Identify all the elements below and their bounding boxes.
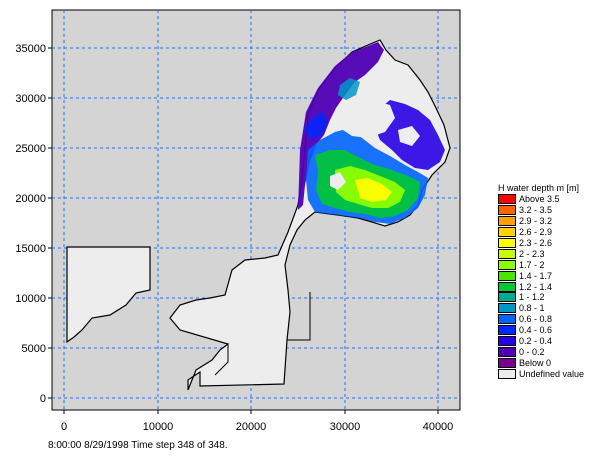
legend-item: 0.4 - 0.6 bbox=[498, 325, 598, 336]
y-tick-label: 10000 bbox=[15, 293, 46, 305]
legend-label: 0.8 - 1 bbox=[519, 303, 545, 314]
legend-item: Below 0 bbox=[498, 357, 598, 368]
legend: H water depth m [m] Above 3.5 3.2 - 3.5 2.… bbox=[498, 182, 598, 379]
legend-item: 1.4 - 1.7 bbox=[498, 270, 598, 281]
legend-label: 0.4 - 0.6 bbox=[519, 325, 553, 336]
legend-label: 0.2 - 0.4 bbox=[519, 336, 553, 347]
legend-label: 2.9 - 3.2 bbox=[519, 216, 553, 227]
legend-item: 0 - 0.2 bbox=[498, 346, 598, 357]
x-tick-label: 10000 bbox=[143, 421, 174, 433]
legend-item: 1.7 - 2 bbox=[498, 259, 598, 270]
legend-label: 1.2 - 1.4 bbox=[519, 281, 553, 292]
map-plot: 35000 30000 25000 20000 15000 10000 5000… bbox=[15, 9, 461, 433]
legend-label: Below 0 bbox=[519, 357, 552, 368]
y-tick-label: 35000 bbox=[15, 43, 46, 55]
legend-label: 0.6 - 0.8 bbox=[519, 314, 553, 325]
y-tick-label: 30000 bbox=[15, 93, 46, 105]
legend-label: 1.4 - 1.7 bbox=[519, 270, 553, 281]
x-tick-label: 40000 bbox=[423, 421, 454, 433]
legend-item: 1.2 - 1.4 bbox=[498, 281, 598, 292]
legend-item: 1 - 1.2 bbox=[498, 292, 598, 303]
legend-item: 0.6 - 0.8 bbox=[498, 314, 598, 325]
y-tick-label: 0 bbox=[40, 393, 46, 405]
status-bar-text: 8:00:00 8/29/1998 Time step 348 of 348. bbox=[48, 440, 228, 451]
legend-item: 3.2 - 3.5 bbox=[498, 205, 598, 216]
x-axis-labels: 0 10000 20000 30000 40000 bbox=[61, 421, 453, 433]
legend-label: 2 - 2.3 bbox=[519, 248, 545, 259]
legend-label: 3.2 - 3.5 bbox=[519, 205, 553, 216]
legend-item: 0.2 - 0.4 bbox=[498, 336, 598, 347]
legend-label: 2.3 - 2.6 bbox=[519, 238, 553, 248]
depth-zone-deeper bbox=[355, 178, 392, 202]
x-tick-label: 20000 bbox=[236, 421, 267, 433]
legend-swatch bbox=[498, 259, 516, 270]
domain-inner-boundary bbox=[214, 344, 229, 376]
y-tick-label: 20000 bbox=[15, 193, 46, 205]
legend-swatch bbox=[498, 248, 516, 259]
dry-patch-center bbox=[338, 100, 395, 138]
depth-zone-cyan-north bbox=[338, 78, 360, 100]
x-tick-label: 30000 bbox=[330, 421, 361, 433]
legend-item: 2.6 - 2.9 bbox=[498, 227, 598, 238]
legend-swatch bbox=[498, 281, 516, 292]
legend-label: 1 - 1.2 bbox=[519, 292, 545, 303]
legend-swatch bbox=[498, 238, 516, 248]
dry-patch-east bbox=[398, 126, 420, 146]
legend-label: Above 3.5 bbox=[519, 194, 560, 205]
legend-swatch bbox=[498, 303, 516, 314]
legend-swatch bbox=[498, 357, 516, 368]
y-tick-label: 15000 bbox=[15, 243, 46, 255]
legend-label: 0 - 0.2 bbox=[519, 346, 545, 357]
legend-swatch bbox=[498, 227, 516, 238]
legend-label: 2.6 - 2.9 bbox=[519, 227, 553, 238]
y-tick-label: 5000 bbox=[22, 343, 46, 355]
y-tick-label: 25000 bbox=[15, 143, 46, 155]
legend-item: Above 3.5 bbox=[498, 194, 598, 205]
x-tick-label: 0 bbox=[61, 421, 67, 433]
legend-label: Undefined value bbox=[519, 368, 585, 379]
legend-item: 0.8 - 1 bbox=[498, 303, 598, 314]
legend-swatch bbox=[498, 336, 516, 347]
legend-swatch bbox=[498, 270, 516, 281]
legend-label: 1.7 - 2 bbox=[519, 259, 545, 270]
legend-swatch bbox=[498, 292, 516, 303]
domain-inner-boundary-2 bbox=[287, 292, 311, 341]
legend-swatch bbox=[498, 325, 516, 336]
y-axis-labels: 35000 30000 25000 20000 15000 10000 5000… bbox=[15, 43, 46, 405]
legend-swatch bbox=[498, 346, 516, 357]
axis-ticks bbox=[48, 47, 439, 414]
depth-zone-blue-west bbox=[304, 112, 328, 140]
legend-swatch bbox=[498, 314, 516, 325]
legend-item: 2.9 - 3.2 bbox=[498, 216, 598, 227]
legend-swatch bbox=[498, 368, 516, 379]
dry-patch-south bbox=[330, 172, 346, 190]
water-depth-field bbox=[298, 42, 445, 224]
legend-items: Above 3.5 3.2 - 3.5 2.9 - 3.2 2.6 - 2.9 2.3 … bbox=[498, 194, 598, 379]
legend-title: H water depth m [m] bbox=[498, 183, 580, 193]
model-domain-left-block bbox=[66, 246, 151, 344]
legend-swatch bbox=[498, 205, 516, 216]
legend-swatch bbox=[498, 216, 516, 227]
legend-swatch bbox=[498, 194, 516, 205]
legend-item: Undefined value bbox=[498, 368, 598, 379]
legend-item: 2 - 2.3 bbox=[498, 248, 598, 259]
legend-item: 2.3 - 2.6 bbox=[498, 238, 598, 249]
